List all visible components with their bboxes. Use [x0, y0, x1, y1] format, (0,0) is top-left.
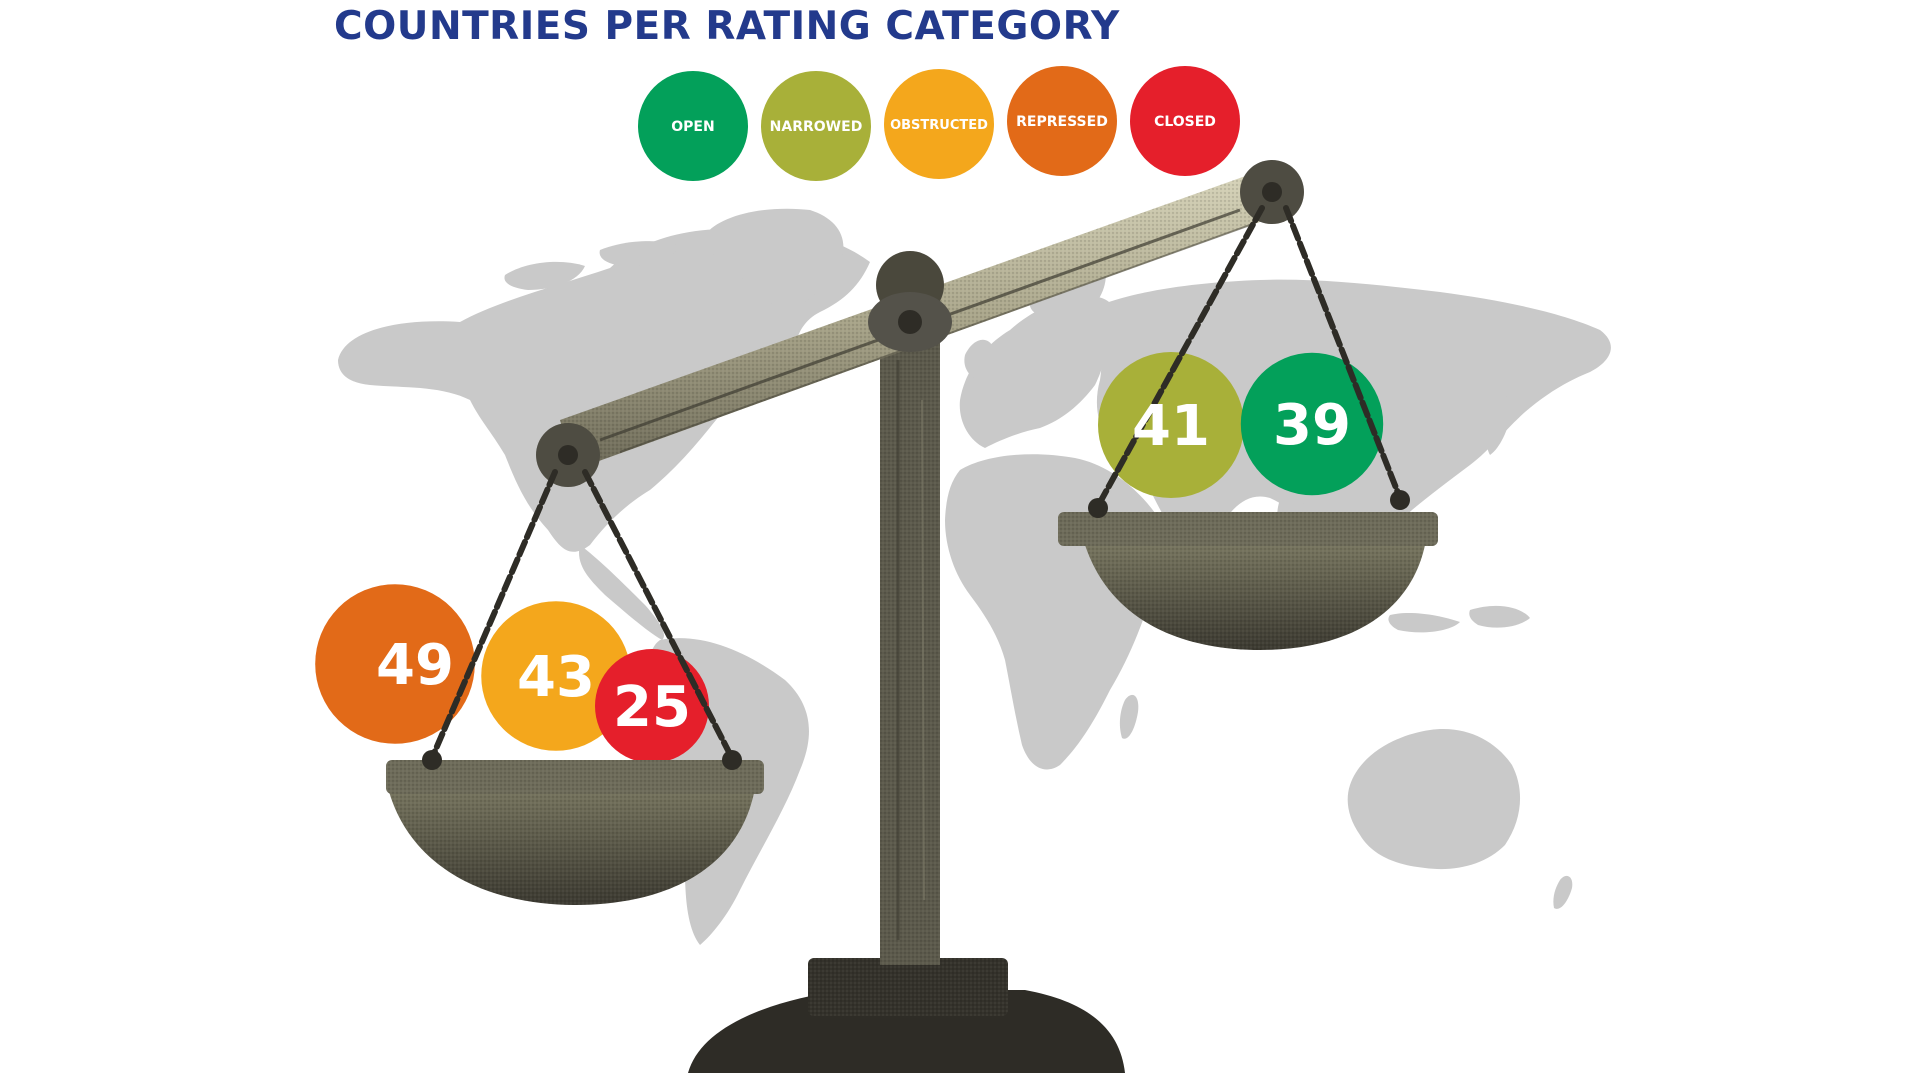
legend-item-open: OPEN	[638, 71, 748, 181]
bubble-repressed	[315, 584, 475, 744]
legend-label-open: OPEN	[671, 119, 714, 135]
scale-chains	[429, 205, 1403, 761]
legend-swatch-closed	[1130, 66, 1240, 176]
bubble-value-obstructed: 43	[517, 645, 595, 710]
legend-swatch-open	[638, 71, 748, 181]
scale-pans	[386, 512, 1438, 905]
bubble-value-closed: 25	[613, 675, 691, 740]
legend-item-narrowed: NARROWED	[761, 71, 871, 181]
bubble-value-narrowed: 41	[1132, 394, 1210, 459]
bubble-layer	[315, 352, 1384, 763]
legend-label-repressed: REPRESSED	[1016, 114, 1108, 130]
legend-label-obstructed: OBSTRUCTED	[890, 118, 988, 133]
legend-label-narrowed: NARROWED	[770, 119, 863, 135]
legend-item-obstructed: OBSTRUCTED	[884, 69, 994, 179]
legend: OPEN NARROWED OBSTRUCTED REPRESSED CLOSED	[638, 66, 1240, 181]
legend-item-repressed: REPRESSED	[1007, 66, 1117, 176]
legend-swatch-obstructed	[884, 69, 994, 179]
bubble-label-layer: 49 43 25 41 39	[376, 393, 1351, 740]
bubble-closed	[595, 649, 709, 763]
balance-scale	[536, 160, 1304, 1073]
chain-rings	[422, 490, 1410, 770]
legend-swatch-repressed	[1007, 66, 1117, 176]
bubble-value-repressed: 49	[376, 633, 454, 698]
legend-swatch-narrowed	[761, 71, 871, 181]
bubble-open	[1240, 352, 1384, 496]
bubble-obstructed	[481, 601, 631, 751]
legend-label-closed: CLOSED	[1154, 114, 1216, 130]
scale-base	[688, 990, 1125, 1073]
legend-item-closed: CLOSED	[1130, 66, 1240, 176]
bubble-value-open: 39	[1273, 393, 1351, 458]
bubble-narrowed	[1098, 352, 1244, 498]
chart-title: COUNTRIES PER RATING CATEGORY	[334, 4, 1120, 49]
